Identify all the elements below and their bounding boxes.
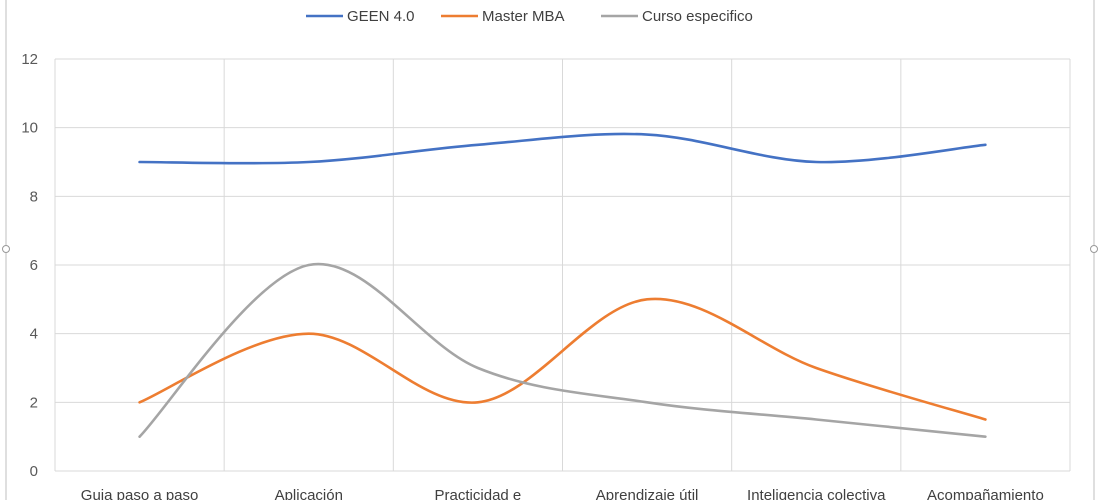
y-tick-label: 10 (21, 120, 38, 137)
resize-handle-left (2, 245, 10, 253)
y-tick-label: 2 (30, 394, 38, 411)
y-tick-label: 4 (30, 326, 38, 343)
x-tick-label: Aplicación (275, 487, 343, 500)
legend-label: Curso especifico (642, 8, 753, 25)
x-tick-label: Acompañamiento (927, 487, 1044, 500)
series-line-curso-especifico (138, 262, 987, 438)
x-tick-label: Practicidad e (435, 487, 522, 500)
resize-handle-right (1090, 245, 1098, 253)
legend-label: GEEN 4.0 (347, 8, 415, 25)
x-tick-label: Aprendizaje útil (596, 487, 699, 500)
y-tick-label: 6 (30, 257, 38, 274)
y-tick-label: 12 (21, 51, 38, 68)
y-tick-label: 0 (30, 463, 38, 480)
series-line-master-mba (138, 297, 987, 421)
series-line-geen-4-0 (138, 132, 987, 165)
legend-label: Master MBA (482, 8, 565, 25)
x-tick-label: Guia paso a paso (81, 487, 199, 500)
x-tick-label: Inteligencia colectiva (747, 487, 886, 500)
y-tick-label: 8 (30, 188, 38, 205)
